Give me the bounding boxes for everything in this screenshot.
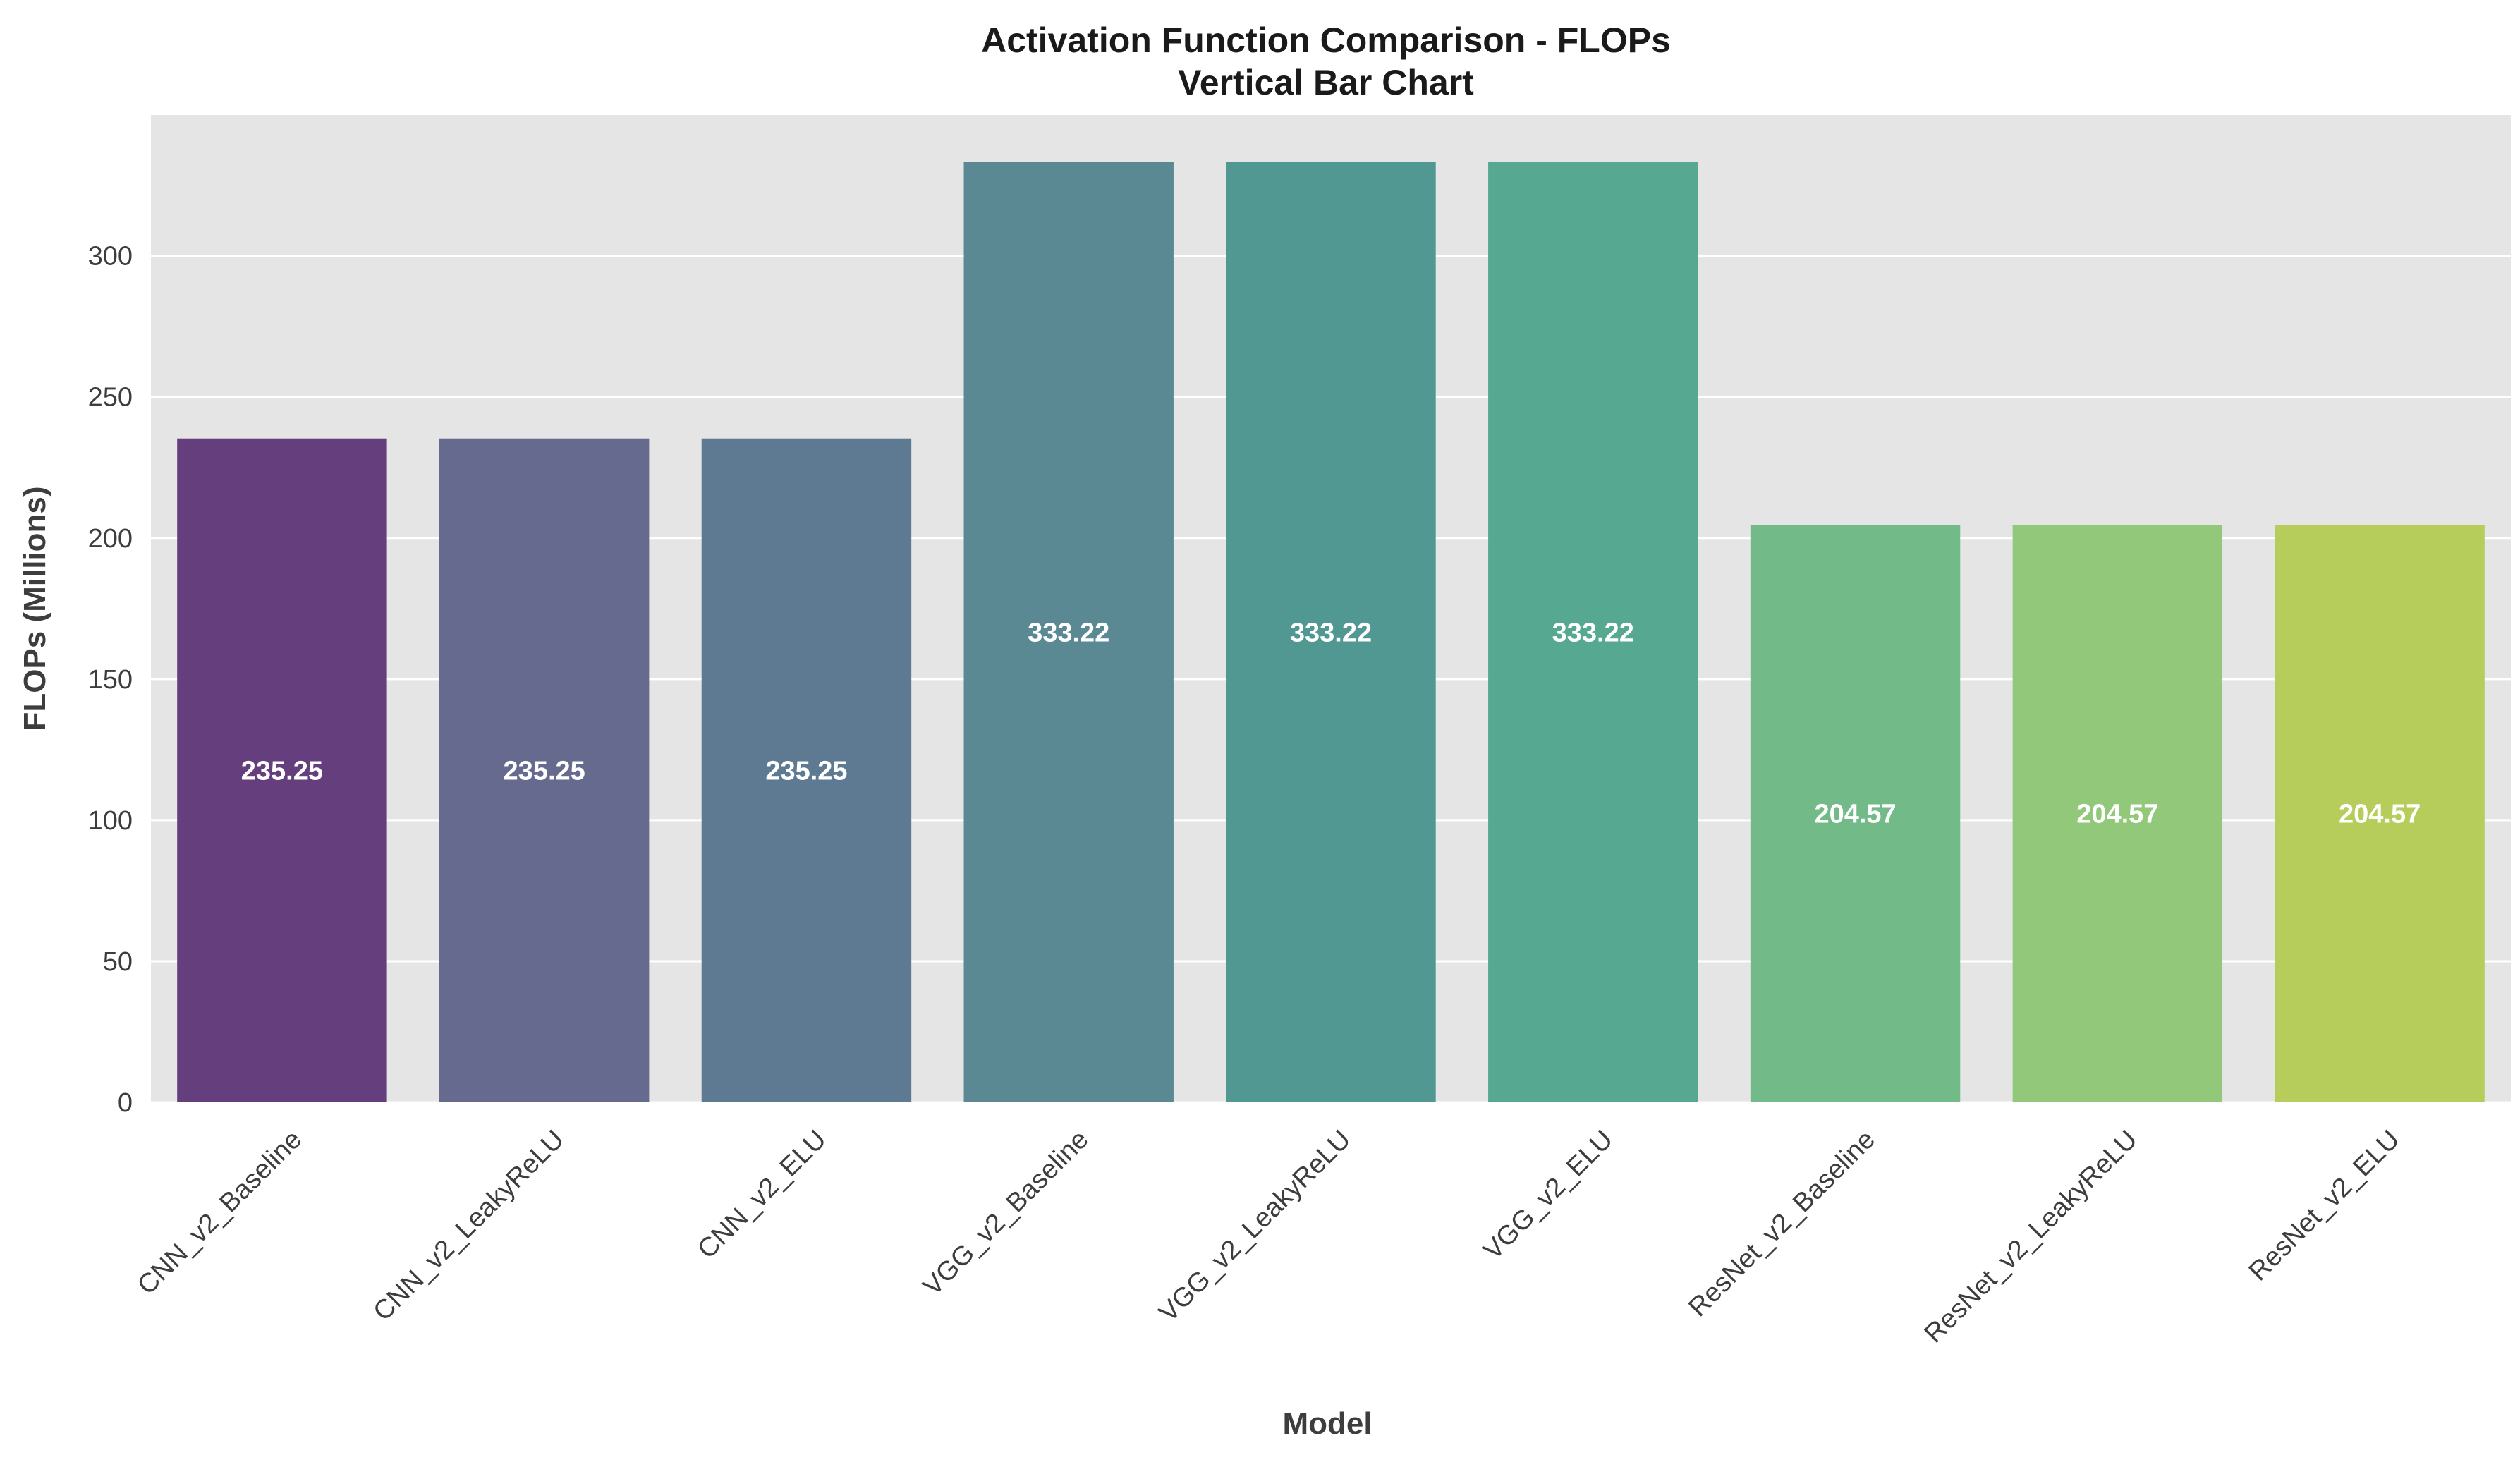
bar-value-label: 333.22 — [1290, 618, 1372, 647]
bar-value-label: 235.25 — [765, 756, 847, 786]
bar-ResNet_v2_ELU — [2275, 525, 2485, 1102]
y-axis-label: FLOPs (Millions) — [18, 486, 52, 731]
bar-value-label: 204.57 — [2339, 800, 2421, 829]
x-axis-ticks: CNN_v2_Baseline CNN_v2_LeakyReLU CNN_v2_EL… — [132, 1125, 2405, 1349]
bar-VGG_v2_LeakyReLU — [1226, 162, 1436, 1103]
y-tick-label: 200 — [88, 524, 133, 554]
bar-value-label: 235.25 — [504, 756, 585, 786]
x-tick-label: CNN_v2_Baseline — [132, 1125, 308, 1300]
bar-value-label: 204.57 — [2076, 800, 2158, 829]
x-tick-label: VGG_v2_ELU — [1478, 1125, 1619, 1266]
bar-value-label: 333.22 — [1552, 618, 1634, 647]
y-tick-label: 250 — [88, 383, 133, 413]
x-tick-label: CNN_v2_LeakyReLU — [367, 1125, 570, 1327]
bars — [177, 162, 2485, 1103]
bar-ResNet_v2_Baseline — [1750, 525, 1961, 1102]
x-tick-label: VGG_v2_LeakyReLU — [1153, 1125, 1356, 1328]
y-tick-label: 50 — [103, 947, 133, 977]
bar-value-label: 333.22 — [1028, 618, 1109, 647]
bar-value-label: 235.25 — [241, 756, 323, 786]
x-axis-label: Model — [1282, 1406, 1372, 1441]
x-tick-label: ResNet_v2_Baseline — [1683, 1125, 1881, 1323]
bar-CNN_v2_Baseline — [177, 438, 387, 1102]
x-tick-label: ResNet_v2_LeakyReLU — [1919, 1125, 2143, 1349]
chart-subtitle: Vertical Bar Chart — [1178, 63, 1474, 102]
chart-title: Activation Function Comparison - FLOPs — [981, 20, 1671, 60]
y-tick-label: 150 — [88, 665, 133, 695]
x-tick-label: VGG_v2_Baseline — [918, 1125, 1095, 1302]
bar-VGG_v2_ELU — [1488, 162, 1698, 1103]
bar-CNN_v2_ELU — [701, 438, 912, 1102]
y-axis-ticks: 0 50 100 150 200 250 300 — [88, 242, 133, 1118]
bar-VGG_v2_Baseline — [963, 162, 1174, 1103]
bar-ResNet_v2_LeakyReLU — [2012, 525, 2223, 1102]
x-tick-label: CNN_v2_ELU — [692, 1125, 832, 1265]
bar-value-label: 204.57 — [1814, 800, 1896, 829]
x-tick-label: ResNet_v2_ELU — [2244, 1125, 2406, 1287]
y-tick-label: 0 — [118, 1088, 133, 1118]
y-tick-label: 100 — [88, 806, 133, 836]
y-tick-label: 300 — [88, 242, 133, 272]
bar-CNN_v2_LeakyReLU — [439, 438, 650, 1102]
bar-value-labels: 235.25 235.25 235.25 333.22 333.22 333.22 204.… — [241, 618, 2421, 829]
